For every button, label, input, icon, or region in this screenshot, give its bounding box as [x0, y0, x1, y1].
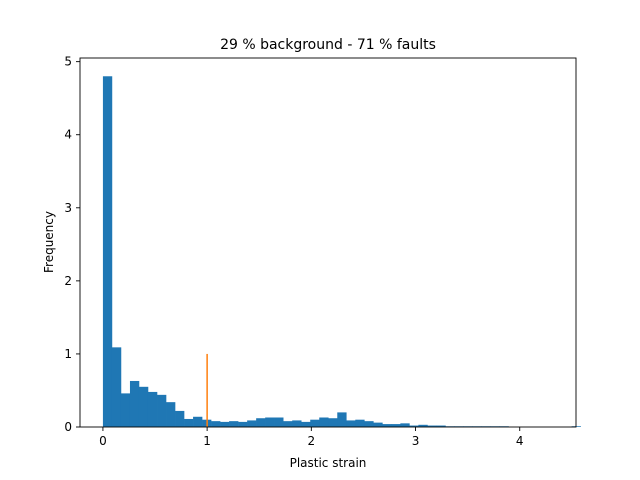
histogram-bar — [138, 386, 149, 427]
histogram-bar — [418, 424, 428, 427]
histogram-bar — [157, 394, 167, 427]
histogram-bar — [238, 421, 248, 427]
x-tick-label: 0 — [99, 434, 107, 448]
histogram-bar — [111, 347, 122, 427]
x-axis-label: Plastic strain — [290, 456, 367, 470]
x-tick-label: 1 — [203, 434, 211, 448]
histogram-bar — [120, 393, 131, 427]
histogram-bar — [247, 420, 257, 427]
histogram-bar — [211, 421, 221, 427]
histogram-bar — [382, 424, 392, 427]
histogram-bar — [175, 410, 185, 427]
histogram-bar — [184, 418, 194, 427]
plot-frame — [79, 57, 577, 428]
histogram-bar — [193, 416, 203, 427]
histogram-bar — [337, 412, 347, 427]
histogram-bar — [220, 421, 230, 427]
histogram-bar — [328, 418, 338, 427]
histogram-bar — [427, 425, 437, 427]
y-axis-label: Frequency — [42, 211, 56, 273]
y-tick-label: 3 — [64, 201, 72, 215]
histogram-bar — [265, 417, 275, 427]
histogram-bar — [400, 423, 410, 427]
histogram-bar — [301, 421, 311, 427]
histogram-bar — [319, 417, 329, 427]
y-tick-label: 5 — [64, 55, 72, 69]
histogram-bar — [391, 424, 401, 427]
histogram-bar — [166, 402, 176, 427]
x-tick-label: 2 — [308, 434, 316, 448]
histogram-bar — [373, 422, 383, 427]
histogram-bar — [436, 425, 446, 427]
x-tick-label: 4 — [516, 434, 524, 448]
histogram-bar — [102, 76, 113, 428]
y-tick-label: 2 — [64, 274, 72, 288]
histogram-bar — [274, 417, 284, 427]
histogram-bar — [283, 421, 293, 427]
histogram-bar — [147, 391, 158, 427]
y-axis-ticks: 0 1 2 3 4 5 — [64, 55, 80, 434]
histogram-bars — [102, 76, 581, 428]
x-tick-label: 3 — [412, 434, 420, 448]
x-axis-ticks: 0 1 2 3 4 — [99, 427, 524, 448]
histogram-bar — [292, 420, 302, 427]
histogram-bar — [346, 420, 356, 427]
y-tick-label: 4 — [64, 128, 72, 142]
histogram-bar — [409, 425, 419, 427]
histogram-bar — [229, 421, 239, 427]
histogram-bar — [129, 380, 140, 427]
histogram-bar — [256, 418, 266, 427]
y-tick-label: 0 — [64, 420, 72, 434]
histogram-bar — [310, 419, 320, 427]
y-tick-label: 1 — [64, 347, 72, 361]
histogram-bar — [364, 421, 374, 427]
histogram-bar — [355, 419, 365, 427]
chart-title: 29 % background - 71 % faults — [220, 37, 436, 53]
